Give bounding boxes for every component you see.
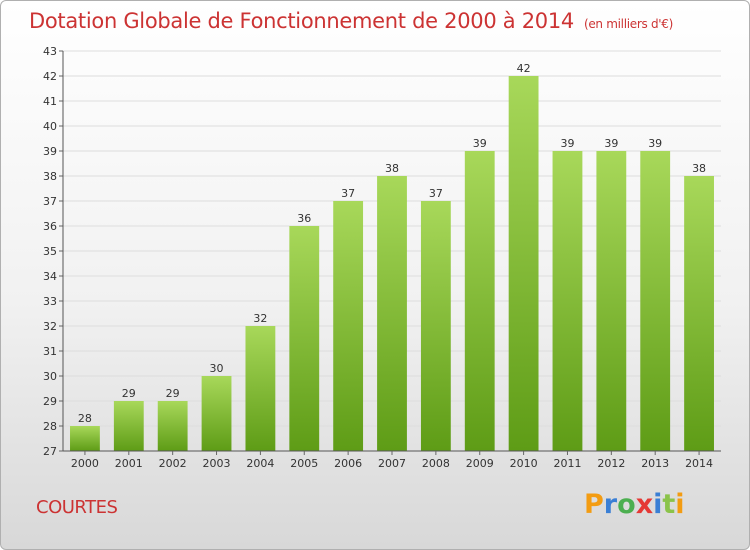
chart-title: Dotation Globale de Fonctionnement de 20… bbox=[29, 9, 673, 33]
labels: 27 28 29 30 31 32 33 34 35 36 37 38 39 40 41 42 43 28 2000… bbox=[43, 45, 713, 470]
x-tick-label: 2010 bbox=[510, 457, 538, 470]
y-tick-label: 30 bbox=[43, 370, 57, 383]
y-tick-label: 35 bbox=[43, 245, 57, 258]
x-tick-label: 2000 bbox=[71, 457, 99, 470]
x-tick-label: 2013 bbox=[641, 457, 669, 470]
bar bbox=[201, 376, 232, 451]
bar bbox=[377, 176, 407, 451]
logo-letter: r bbox=[603, 489, 618, 520]
x-tick-label: 2003 bbox=[203, 457, 231, 470]
value-label: 36 bbox=[297, 212, 311, 225]
y-tick-label: 39 bbox=[43, 145, 57, 158]
y-tick-label: 36 bbox=[43, 220, 57, 233]
logo-letter: x bbox=[635, 489, 654, 520]
title-text: Dotation Globale de Fonctionnement de 20… bbox=[29, 9, 574, 33]
y-tick-label: 34 bbox=[43, 270, 57, 283]
bar bbox=[245, 326, 276, 451]
bar bbox=[552, 151, 583, 451]
y-tick-label: 37 bbox=[43, 195, 57, 208]
logo-letter: i bbox=[653, 489, 663, 520]
value-label: 29 bbox=[166, 387, 180, 400]
x-tick-label: 2008 bbox=[422, 457, 450, 470]
value-label: 39 bbox=[560, 137, 574, 150]
y-tick-label: 27 bbox=[43, 445, 57, 458]
bar bbox=[157, 401, 188, 451]
x-tick-label: 2009 bbox=[466, 457, 494, 470]
commune-name: COURTES bbox=[36, 497, 118, 518]
value-label: 37 bbox=[429, 187, 443, 200]
y-tick-label: 31 bbox=[43, 345, 57, 358]
value-label: 30 bbox=[210, 362, 224, 375]
bar bbox=[684, 176, 714, 451]
value-label: 39 bbox=[473, 137, 487, 150]
logo-letter: t bbox=[662, 489, 676, 520]
logo-letter: P bbox=[584, 489, 604, 520]
logo-letter: i bbox=[675, 489, 685, 520]
y-tick-label: 29 bbox=[43, 395, 57, 408]
y-tick-label: 28 bbox=[43, 420, 57, 433]
value-label: 42 bbox=[517, 62, 531, 75]
bar bbox=[70, 426, 100, 451]
x-tick-label: 2014 bbox=[685, 457, 713, 470]
bar bbox=[508, 76, 539, 451]
bar bbox=[420, 201, 451, 451]
bar bbox=[289, 226, 320, 451]
y-tick-label: 33 bbox=[43, 295, 57, 308]
bar bbox=[640, 151, 671, 451]
y-tick-label: 42 bbox=[43, 70, 57, 83]
y-tick-label: 41 bbox=[43, 95, 57, 108]
value-label: 32 bbox=[253, 312, 267, 325]
bar bbox=[464, 151, 495, 451]
value-label: 29 bbox=[122, 387, 136, 400]
x-tick-label: 2004 bbox=[246, 457, 274, 470]
y-tick-label: 43 bbox=[43, 45, 57, 58]
bars bbox=[70, 76, 714, 451]
x-tick-label: 2001 bbox=[115, 457, 143, 470]
value-label: 37 bbox=[341, 187, 355, 200]
axes bbox=[59, 50, 721, 455]
value-label: 38 bbox=[385, 162, 399, 175]
value-label: 39 bbox=[648, 137, 662, 150]
x-tick-label: 2011 bbox=[553, 457, 581, 470]
value-label: 38 bbox=[692, 162, 706, 175]
x-tick-label: 2012 bbox=[597, 457, 625, 470]
y-tick-label: 40 bbox=[43, 120, 57, 133]
y-tick-label: 32 bbox=[43, 320, 57, 333]
x-tick-label: 2005 bbox=[290, 457, 318, 470]
value-label: 28 bbox=[78, 412, 92, 425]
title-unit: (en milliers d'€) bbox=[583, 17, 673, 31]
bar bbox=[596, 151, 627, 451]
y-tick-label: 38 bbox=[43, 170, 57, 183]
bar bbox=[113, 401, 144, 451]
x-tick-label: 2002 bbox=[159, 457, 187, 470]
logo-letter: o bbox=[617, 489, 636, 520]
value-label: 39 bbox=[604, 137, 618, 150]
proxiti-logo: Proxiti bbox=[584, 489, 685, 520]
bar bbox=[333, 201, 364, 451]
x-tick-label: 2007 bbox=[378, 457, 406, 470]
x-tick-label: 2006 bbox=[334, 457, 362, 470]
